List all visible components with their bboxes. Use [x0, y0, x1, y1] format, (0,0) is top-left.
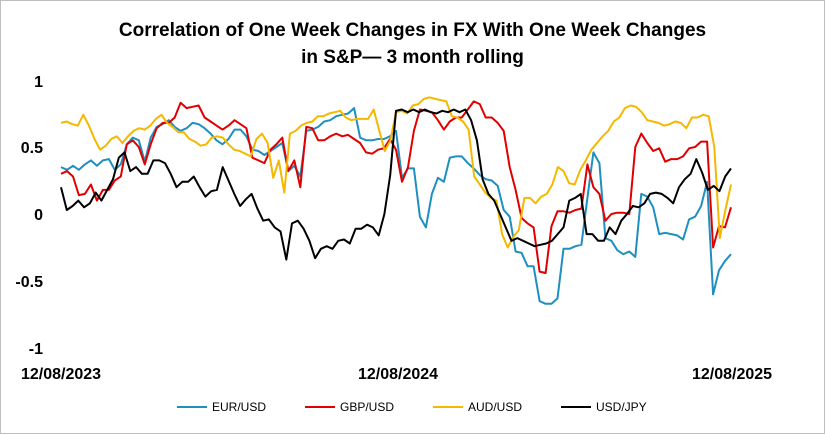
y-tick-label: 0.5	[21, 140, 43, 157]
chart-title: Correlation of One Week Changes in FX Wi…	[1, 17, 824, 71]
y-tick-label: 0	[34, 207, 43, 224]
y-axis-ticks: 1 0.5 0 -0.5 -1	[15, 74, 43, 358]
y-tick-label: -1	[29, 341, 43, 358]
series-line-gbp-usd	[60, 100, 732, 274]
legend-label: USD/JPY	[596, 400, 647, 414]
x-tick-label: 12/08/2025	[692, 366, 772, 383]
series-line-eur-usd	[60, 107, 732, 305]
legend-item-gbp-usd: GBP/USD	[305, 400, 394, 414]
chart-title-line-2: in S&P— 3 month rolling	[301, 47, 524, 68]
series-lines	[60, 96, 732, 305]
legend-label: AUD/USD	[468, 400, 522, 414]
legend-item-eur-usd: EUR/USD	[177, 400, 266, 414]
y-tick-label: -0.5	[15, 274, 43, 291]
legend-item-aud-usd: AUD/USD	[433, 400, 522, 414]
legend-label: GBP/USD	[340, 400, 394, 414]
x-axis-ticks: 12/08/2023 12/08/2024 12/08/2025	[21, 366, 772, 383]
legend-label: EUR/USD	[212, 400, 266, 414]
chart-title-line-1: Correlation of One Week Changes in FX Wi…	[118, 20, 707, 41]
x-tick-label: 12/08/2024	[358, 366, 438, 383]
x-tick-label: 12/08/2023	[21, 366, 101, 383]
series-line-usd-jpy	[60, 108, 732, 261]
legend: EUR/USD GBP/USD AUD/USD USD/JPY	[177, 400, 647, 414]
y-tick-label: 1	[34, 74, 43, 91]
legend-item-usd-jpy: USD/JPY	[561, 400, 647, 414]
